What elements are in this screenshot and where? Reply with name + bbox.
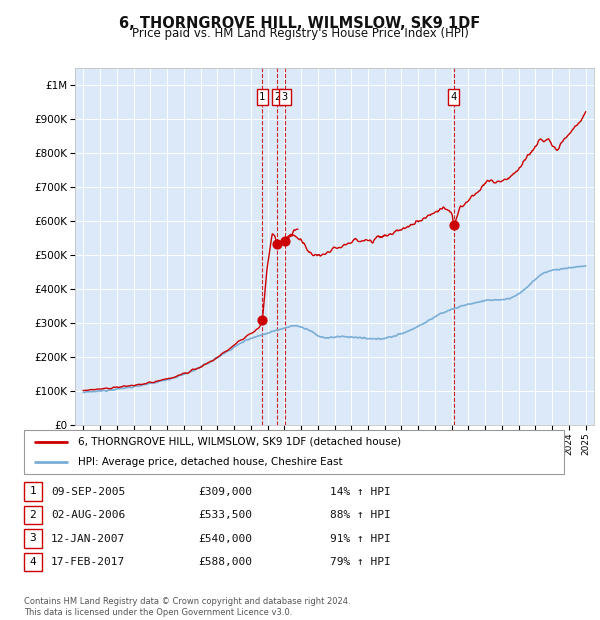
Point bbox=[257, 315, 267, 325]
Text: 6, THORNGROVE HILL, WILMSLOW, SK9 1DF: 6, THORNGROVE HILL, WILMSLOW, SK9 1DF bbox=[119, 16, 481, 30]
FancyBboxPatch shape bbox=[24, 482, 41, 500]
Text: 2: 2 bbox=[29, 510, 36, 520]
Text: £533,500: £533,500 bbox=[198, 510, 252, 520]
Text: £309,000: £309,000 bbox=[198, 487, 252, 497]
Text: 12-JAN-2007: 12-JAN-2007 bbox=[51, 534, 125, 544]
Text: £540,000: £540,000 bbox=[198, 534, 252, 544]
Text: 88% ↑ HPI: 88% ↑ HPI bbox=[330, 510, 391, 520]
FancyBboxPatch shape bbox=[24, 430, 564, 474]
Point bbox=[449, 220, 458, 230]
Text: 1: 1 bbox=[29, 486, 36, 497]
Text: 14% ↑ HPI: 14% ↑ HPI bbox=[330, 487, 391, 497]
Text: 3: 3 bbox=[281, 92, 288, 102]
FancyBboxPatch shape bbox=[24, 529, 41, 547]
Text: 6, THORNGROVE HILL, WILMSLOW, SK9 1DF (detached house): 6, THORNGROVE HILL, WILMSLOW, SK9 1DF (d… bbox=[78, 436, 401, 447]
Text: 79% ↑ HPI: 79% ↑ HPI bbox=[330, 557, 391, 567]
Text: 4: 4 bbox=[29, 557, 36, 567]
Text: Price paid vs. HM Land Registry's House Price Index (HPI): Price paid vs. HM Land Registry's House … bbox=[131, 27, 469, 40]
Text: Contains HM Land Registry data © Crown copyright and database right 2024.
This d: Contains HM Land Registry data © Crown c… bbox=[24, 598, 350, 617]
Point bbox=[280, 236, 290, 246]
Text: £588,000: £588,000 bbox=[198, 557, 252, 567]
Text: HPI: Average price, detached house, Cheshire East: HPI: Average price, detached house, Ches… bbox=[78, 457, 343, 467]
Text: 02-AUG-2006: 02-AUG-2006 bbox=[51, 510, 125, 520]
Text: 17-FEB-2017: 17-FEB-2017 bbox=[51, 557, 125, 567]
Text: 2: 2 bbox=[274, 92, 280, 102]
Text: 3: 3 bbox=[29, 533, 36, 544]
Text: 4: 4 bbox=[451, 92, 457, 102]
Text: 1: 1 bbox=[259, 92, 265, 102]
Point bbox=[272, 239, 282, 249]
Text: 09-SEP-2005: 09-SEP-2005 bbox=[51, 487, 125, 497]
FancyBboxPatch shape bbox=[24, 506, 41, 524]
FancyBboxPatch shape bbox=[24, 553, 41, 571]
Text: 91% ↑ HPI: 91% ↑ HPI bbox=[330, 534, 391, 544]
